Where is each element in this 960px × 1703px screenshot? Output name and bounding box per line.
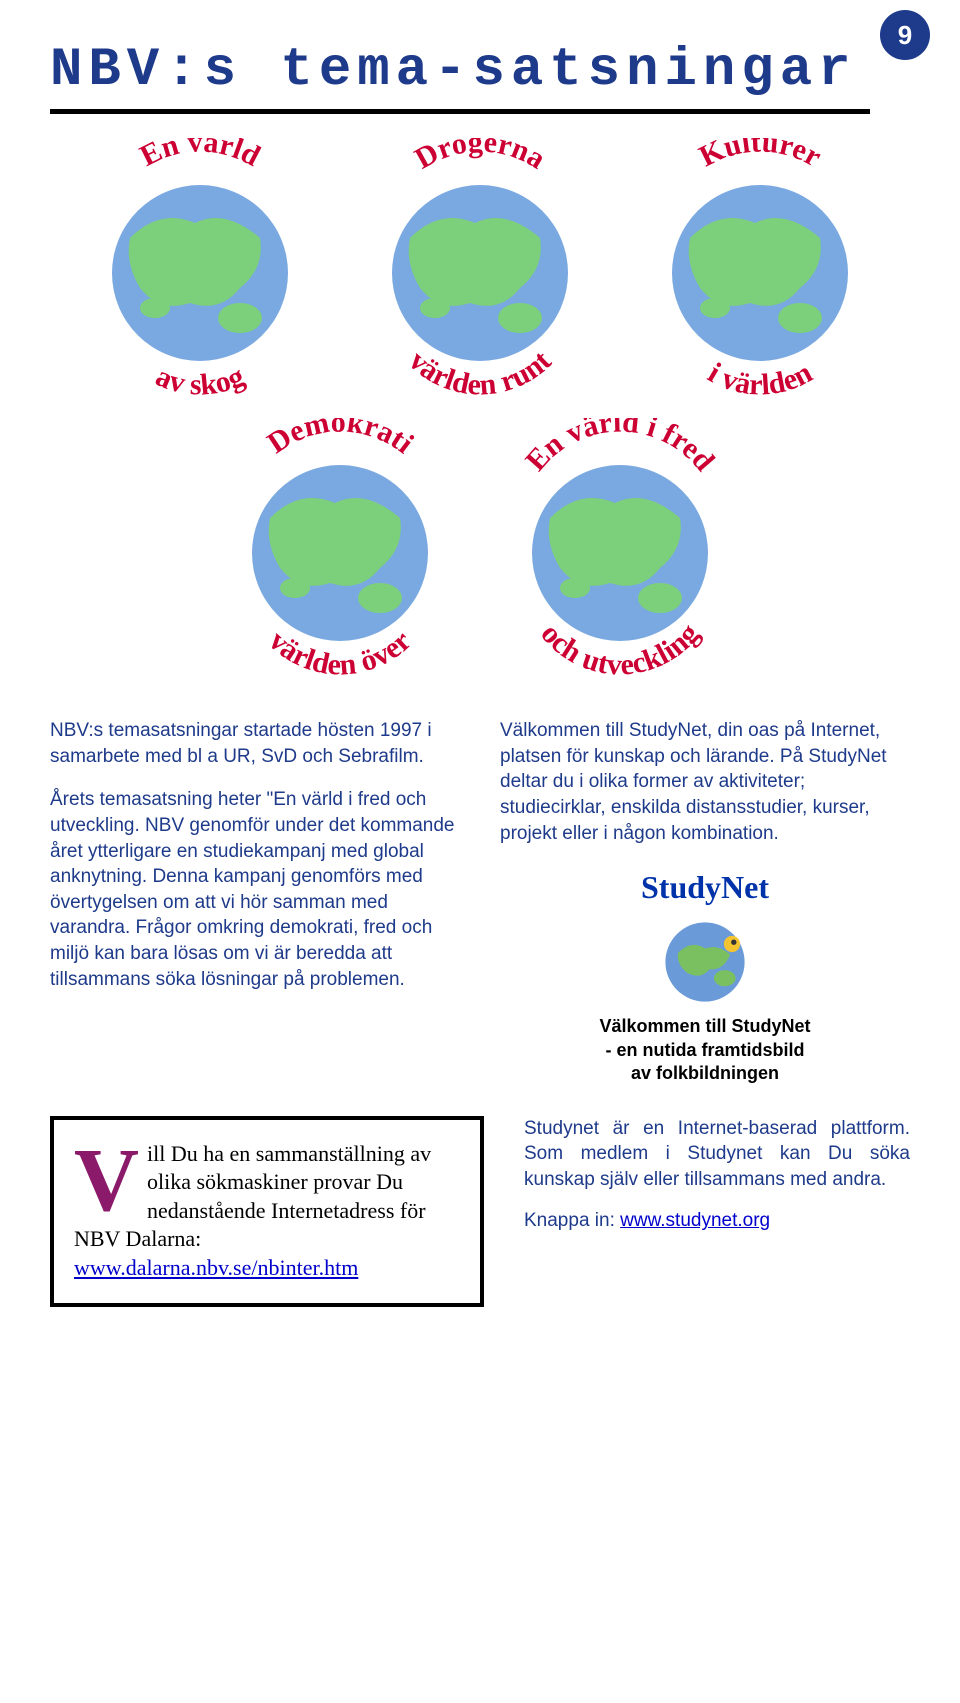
globe-item: Drogernavärlden runt bbox=[350, 138, 610, 398]
page-number-badge: 9 bbox=[880, 10, 930, 60]
svg-text:Drogerna: Drogerna bbox=[409, 138, 551, 176]
lower-right-p2: Knappa in: www.studynet.org bbox=[524, 1208, 910, 1234]
title-rule bbox=[50, 109, 870, 114]
right-column: Välkommen till StudyNet, din oas på Inte… bbox=[500, 718, 910, 1086]
globe-row: En värld av skog Drogernavärlden runt Kul… bbox=[50, 138, 910, 678]
text-columns: NBV:s temasatsningar startade hösten 199… bbox=[50, 718, 910, 1086]
lower-right-link[interactable]: www.studynet.org bbox=[620, 1210, 770, 1231]
studynet-sub1: Välkommen till StudyNet bbox=[500, 1015, 910, 1038]
globe-item: Kulturer i världen bbox=[630, 138, 890, 398]
studynet-sub2: - en nutida framtidsbild bbox=[500, 1039, 910, 1062]
box-link[interactable]: www.dalarna.nbv.se/nbinter.htm bbox=[74, 1255, 358, 1280]
left-p2: Årets temasatsning heter "En värld i fre… bbox=[50, 787, 460, 992]
lower-right-p1: Studynet är en Internet-baserad plattfor… bbox=[524, 1116, 910, 1193]
globe-item: En värld i fredoch utveckling bbox=[490, 418, 750, 678]
left-column: NBV:s temasatsningar startade hösten 199… bbox=[50, 718, 460, 1086]
svg-text:En värld: En värld bbox=[135, 138, 266, 173]
dropcap: V bbox=[74, 1146, 139, 1216]
studynet-globe-icon bbox=[660, 917, 750, 1007]
right-p1: Välkommen till StudyNet, din oas på Inte… bbox=[500, 718, 910, 846]
studynet-sub3: av folkbildningen bbox=[500, 1062, 910, 1085]
studynet-block: StudyNet Välkommen till StudyNet - en nu… bbox=[500, 866, 910, 1085]
lower-row: V ill Du ha en sammanställning av olika … bbox=[50, 1116, 910, 1307]
page-title: NBV:s tema-satsningar bbox=[50, 40, 910, 101]
left-p1: NBV:s temasatsningar startade hösten 199… bbox=[50, 718, 460, 769]
lower-right-column: Studynet är en Internet-baserad plattfor… bbox=[524, 1116, 910, 1307]
svg-text:av skog: av skog bbox=[151, 359, 249, 398]
globe-item: En värld av skog bbox=[70, 138, 330, 398]
svg-text:i världen: i världen bbox=[702, 356, 817, 398]
globe-item: Demokrativärlden över bbox=[210, 418, 470, 678]
svg-text:Kulturer: Kulturer bbox=[694, 138, 827, 173]
info-box: V ill Du ha en sammanställning av olika … bbox=[50, 1116, 484, 1307]
studynet-title: StudyNet bbox=[500, 866, 910, 909]
lower-right-p2-prefix: Knappa in: bbox=[524, 1210, 620, 1231]
svg-text:Demokrati: Demokrati bbox=[261, 418, 419, 460]
